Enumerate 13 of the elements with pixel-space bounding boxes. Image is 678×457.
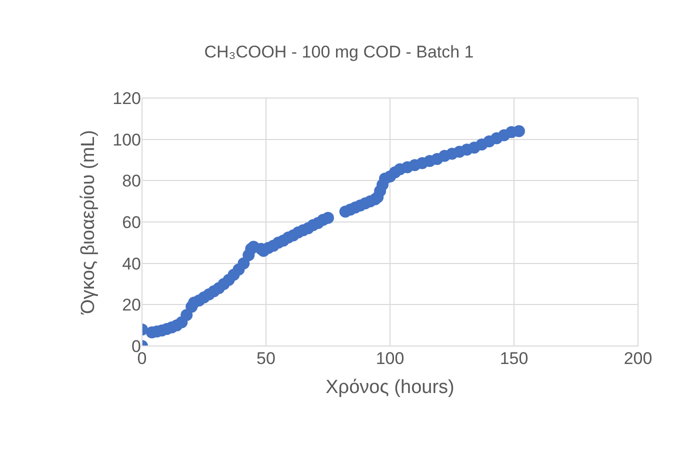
y-tick-label: 20: [122, 296, 141, 315]
x-tick-label: 150: [500, 349, 528, 368]
y-axis-title: Όγκος βιοαερίου (mL): [78, 130, 99, 315]
x-tick-label: 50: [256, 349, 276, 368]
chart-title: CH₃COOH - 100 mg COD - Batch 1: [204, 42, 474, 62]
y-tick-label: 120: [112, 88, 141, 108]
y-tick-label: 40: [122, 254, 141, 274]
x-axis-title: Χρόνος (hours): [326, 376, 454, 398]
y-tick-label: 80: [122, 172, 141, 191]
x-tick-label: 200: [624, 349, 652, 368]
x-tick-label: 100: [376, 349, 404, 368]
y-tick-label: 60: [122, 212, 141, 232]
y-tick-label: 100: [112, 130, 141, 150]
